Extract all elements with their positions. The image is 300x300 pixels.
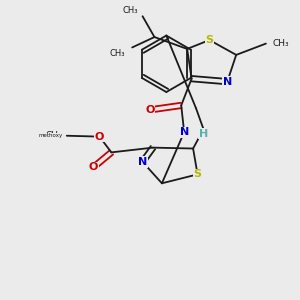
Text: methoxy: methoxy [38, 133, 63, 138]
Text: CH₃: CH₃ [110, 49, 125, 58]
Text: CH₃: CH₃ [45, 130, 62, 140]
Text: O: O [95, 132, 104, 142]
Text: H: H [199, 129, 208, 139]
Text: CH₃: CH₃ [122, 6, 137, 15]
Text: CH₃: CH₃ [272, 38, 289, 47]
Text: N: N [138, 157, 147, 167]
Text: N: N [180, 127, 189, 137]
Text: S: S [206, 35, 213, 45]
Text: N: N [223, 76, 232, 87]
Text: O: O [89, 162, 98, 172]
Text: O: O [145, 105, 155, 115]
Text: S: S [194, 169, 202, 179]
